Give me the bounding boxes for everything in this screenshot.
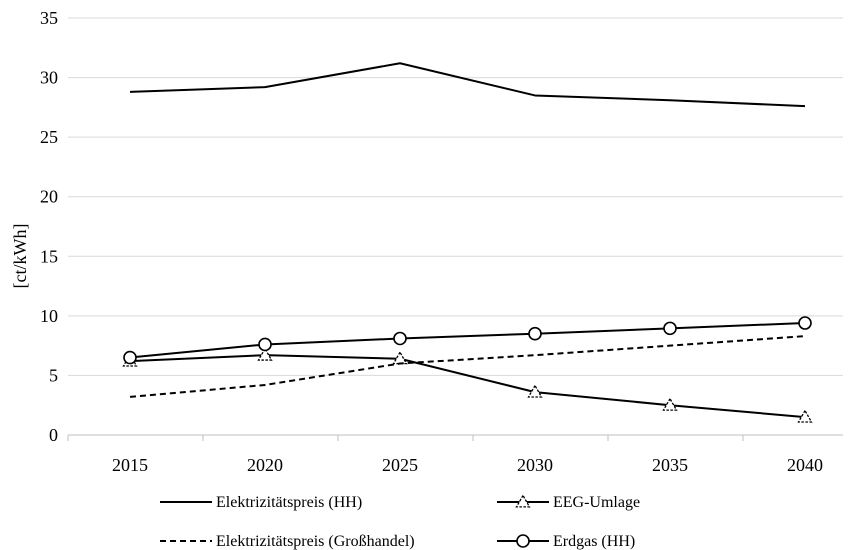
legend-item: EEG-Umlage [497, 494, 640, 511]
data-point-marker [258, 337, 272, 352]
data-point-marker [662, 397, 678, 411]
x-tick-labels: 2015 2020 2025 2030 2035 2040 [112, 455, 823, 475]
series-line [129, 354, 806, 419]
data-point-marker [797, 409, 813, 423]
x-tick-label: 2015 [112, 455, 148, 475]
series-2 [122, 347, 813, 423]
y-tick-label: 20 [40, 187, 58, 207]
data-point-marker [528, 326, 542, 341]
y-tick-label: 5 [49, 365, 58, 385]
y-tick-labels: 0 5 10 15 20 25 30 35 [40, 8, 58, 445]
y-tick-label: 35 [40, 8, 58, 28]
data-point-marker [392, 350, 408, 365]
x-tick-label: 2020 [247, 455, 283, 475]
series-group [122, 62, 813, 423]
legend-marker [516, 534, 530, 548]
y-tick-label: 15 [40, 246, 58, 266]
legend-label: Erdgas (HH) [553, 533, 635, 550]
data-point-marker [527, 384, 543, 398]
x-tick-label: 2025 [382, 455, 418, 475]
legend-label: EEG-Umlage [553, 494, 640, 511]
series-3 [129, 335, 806, 398]
legend-item: Elektrizitätspreis (Großhandel) [160, 533, 415, 550]
x-tick-label: 2040 [787, 455, 823, 475]
y-axis-title: [ct/kWh] [10, 224, 30, 289]
legend-item: Elektrizitätspreis (HH) [160, 494, 362, 511]
series-1 [129, 62, 806, 108]
legend-item: Erdgas (HH) [497, 533, 635, 550]
grid-lines [68, 17, 843, 376]
axes [67, 434, 843, 441]
data-point-marker [798, 316, 812, 330]
y-tick-label: 10 [40, 306, 58, 326]
legend: Elektrizitätspreis (HH) EEG-Umlage Elektri… [160, 494, 640, 550]
series-4 [123, 316, 812, 365]
y-tick-label: 0 [49, 425, 58, 445]
y-tick-label: 25 [40, 127, 58, 147]
data-point-marker [663, 321, 677, 336]
data-point-marker [123, 350, 137, 365]
data-point-marker [393, 331, 407, 346]
legend-marker [515, 494, 531, 508]
legend-label: Elektrizitätspreis (Großhandel) [216, 533, 415, 550]
y-tick-label: 30 [40, 68, 58, 88]
x-tick-label: 2035 [652, 455, 688, 475]
x-tick-label: 2030 [517, 455, 553, 475]
series-line [129, 62, 806, 108]
series-line [129, 322, 806, 359]
series-line [129, 335, 806, 398]
data-point-marker [257, 347, 273, 361]
legend-label: Elektrizitätspreis (HH) [216, 494, 362, 511]
